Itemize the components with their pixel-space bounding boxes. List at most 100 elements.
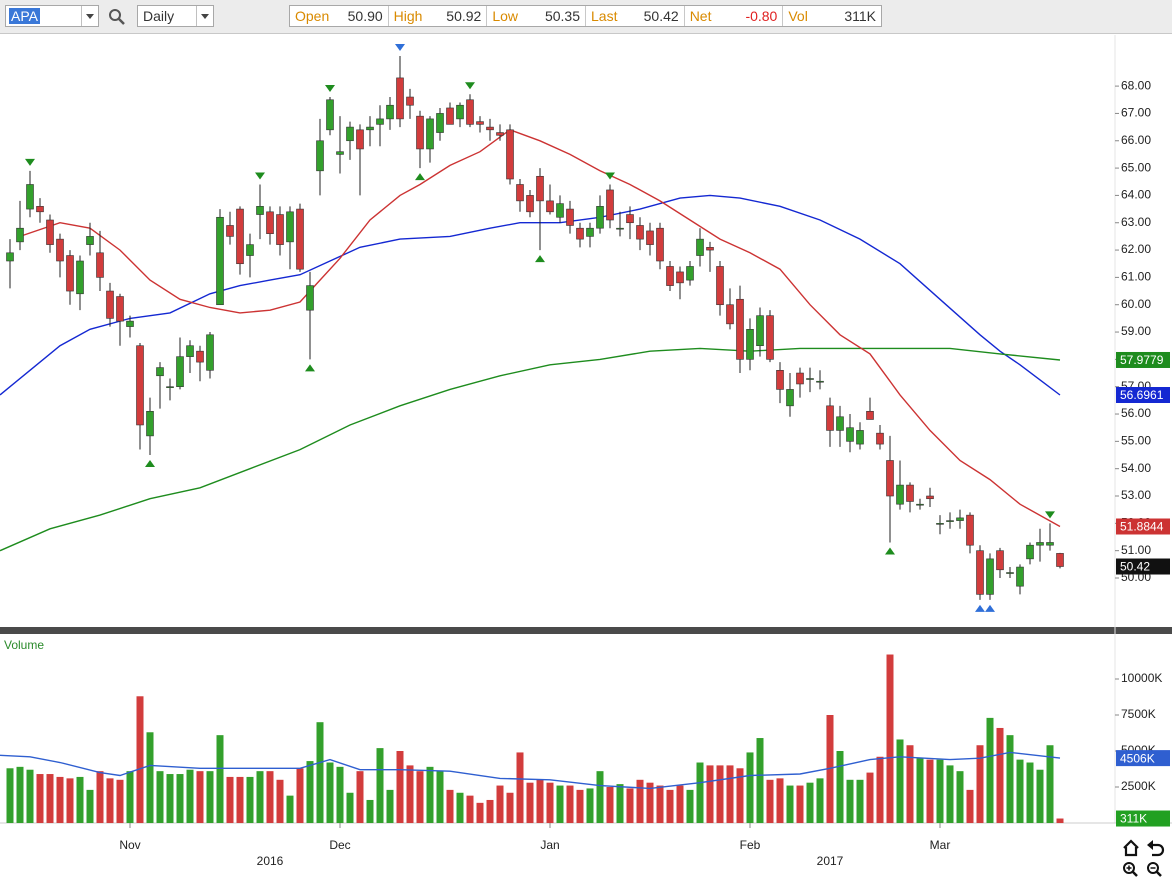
pivot-low-marker	[535, 255, 545, 263]
y-tick-label: 55.00	[1121, 434, 1151, 448]
candle-body	[1016, 566, 1024, 587]
candle-body	[86, 236, 94, 245]
volume-bar	[1026, 762, 1034, 823]
volume-bar	[56, 776, 64, 823]
interval-select[interactable]: Daily	[137, 5, 214, 27]
candle-body	[606, 189, 614, 221]
volume-bar	[1006, 735, 1014, 823]
home-icon[interactable]	[1123, 839, 1139, 857]
volume-bar	[366, 799, 374, 823]
volume-bar	[506, 792, 514, 823]
volume-bar	[616, 784, 624, 823]
symbol-input[interactable]: APA	[5, 5, 99, 27]
volume-bar	[536, 779, 544, 823]
volume-bar	[986, 717, 994, 823]
search-icon[interactable]	[107, 7, 127, 27]
value-tag-label: 4506K	[1120, 751, 1155, 765]
candle-body	[106, 290, 114, 319]
pivot-high-marker	[605, 172, 615, 180]
volume-bar	[6, 768, 14, 823]
volume-bar	[806, 782, 814, 823]
volume-bar	[656, 785, 664, 823]
volume-bar	[926, 759, 934, 823]
volume-bar	[196, 771, 204, 823]
candle-body	[706, 247, 714, 251]
volume-bar	[256, 771, 264, 823]
candle-body	[566, 208, 574, 226]
candle-body	[6, 252, 14, 262]
candle-body	[776, 370, 784, 390]
candle-body	[376, 118, 384, 125]
volume-bar	[236, 776, 244, 823]
pivot-low-marker	[975, 604, 985, 612]
candle-body	[276, 214, 284, 245]
volume-bar	[216, 735, 224, 823]
volume-bar	[476, 802, 484, 823]
y-tick-label: 67.00	[1121, 106, 1151, 120]
volume-bar	[706, 765, 714, 823]
candle-body	[286, 211, 294, 243]
undo-icon[interactable]	[1147, 840, 1165, 857]
toolbar: APA Daily Open 50.90 High 50.92 Low 50.35 Last…	[0, 0, 1172, 34]
moving-average	[19, 129, 1061, 528]
candle-body	[1026, 544, 1034, 560]
volume-bar	[96, 771, 104, 823]
dropdown[interactable]	[81, 6, 98, 26]
candle-body	[1056, 553, 1064, 567]
pivot-high-marker	[325, 85, 335, 93]
candle-body	[256, 206, 264, 215]
volume-bar	[1046, 745, 1054, 823]
volume-bar	[456, 792, 464, 823]
x-tick-label: Jan	[540, 838, 559, 852]
y-tick-label: 65.00	[1121, 160, 1151, 174]
year-label: 2016	[257, 854, 284, 868]
y-tick-label: 60.00	[1121, 297, 1151, 311]
field-value: 50.35	[544, 8, 581, 24]
pivot-high-marker	[25, 158, 35, 166]
pivot-low-marker	[145, 460, 155, 468]
candle-body	[716, 266, 724, 306]
field-name: High	[393, 8, 423, 24]
field-name: Open	[295, 8, 330, 24]
y-tick-label: 54.00	[1121, 461, 1151, 475]
zoom-in-icon[interactable]	[1123, 862, 1138, 877]
candle-body	[586, 227, 594, 237]
candle-body	[676, 271, 684, 284]
moving-average	[0, 194, 1061, 396]
candle-body	[426, 118, 434, 150]
candle-body	[166, 386, 174, 389]
value-tag	[1116, 518, 1170, 535]
candle-body	[656, 227, 664, 262]
volume-bar	[696, 762, 704, 823]
candle-body	[316, 140, 324, 172]
candle-body	[546, 200, 554, 213]
y-tick-label: 61.00	[1121, 270, 1151, 284]
candle-body	[296, 208, 304, 270]
y-tick-label: 59.00	[1121, 324, 1151, 338]
pivot-high-marker	[395, 44, 405, 52]
dropdown[interactable]	[196, 6, 213, 26]
candle-body	[966, 514, 974, 546]
candle-body	[366, 126, 374, 131]
volume-bar	[436, 771, 444, 823]
field-name: Last	[591, 8, 618, 24]
volume-bar	[886, 654, 894, 823]
volume-bar	[556, 785, 564, 823]
candle-body	[436, 113, 444, 133]
candle-body	[786, 389, 794, 407]
volume-bar	[796, 785, 804, 823]
moving-average	[0, 347, 1061, 552]
year-label: 2017	[817, 854, 844, 868]
volume-bar	[486, 799, 494, 823]
volume-bar	[766, 779, 774, 823]
pivot-low-marker	[885, 547, 895, 555]
candle-body	[406, 96, 414, 106]
candle-body	[206, 334, 214, 371]
candle-body	[386, 104, 394, 120]
zoom-out-icon[interactable]	[1147, 862, 1162, 877]
volume-bar	[756, 738, 764, 823]
value-tag-label: 56.6961	[1120, 388, 1164, 402]
candle-body	[96, 252, 104, 278]
volume-bar	[876, 756, 884, 823]
